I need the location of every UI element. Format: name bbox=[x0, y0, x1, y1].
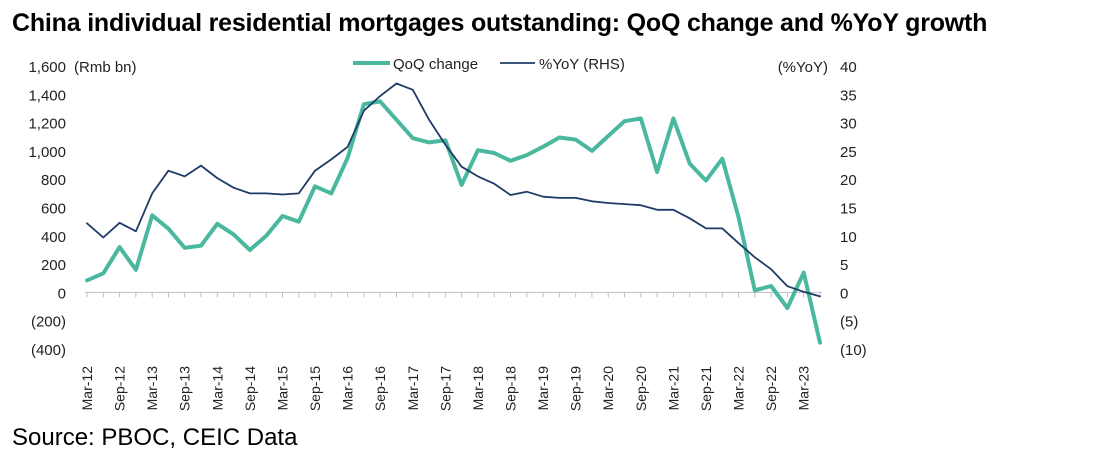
yoy-growth-line bbox=[86, 82, 821, 298]
x-tick-label: Mar-15 bbox=[274, 366, 290, 411]
x-tick-label: Sep-16 bbox=[372, 366, 388, 411]
left-axis-label: (Rmb bn) bbox=[74, 59, 137, 76]
left-tick-label: 0 bbox=[58, 285, 66, 302]
x-tick-label: Sep-20 bbox=[633, 366, 649, 411]
right-tick-label: 20 bbox=[840, 172, 857, 189]
x-tick-label: Sep-22 bbox=[763, 366, 779, 411]
right-tick-label: (10) bbox=[840, 342, 867, 359]
left-tick-label: 1,600 bbox=[28, 59, 66, 76]
x-tick-label: Mar-20 bbox=[600, 366, 616, 411]
left-tick-label: 1,400 bbox=[28, 87, 66, 104]
legend-label-qoq: QoQ change bbox=[393, 56, 478, 73]
left-tick-label: (200) bbox=[31, 314, 66, 331]
left-tick-label: 1,200 bbox=[28, 116, 66, 133]
x-axis: Mar-12 Sep-12 Mar-13 Sep-13 Mar-14 Sep-14 Mar-… bbox=[79, 291, 822, 411]
right-tick-label: 15 bbox=[840, 201, 857, 218]
x-tick-label: Mar-22 bbox=[731, 366, 747, 411]
legend-label-yoy: %YoY (RHS) bbox=[539, 56, 625, 73]
left-tick-label: 200 bbox=[41, 257, 66, 274]
x-tick-label: Mar-21 bbox=[665, 366, 681, 411]
qoq-change-line bbox=[85, 99, 822, 345]
x-tick-label: Mar-19 bbox=[535, 366, 551, 411]
right-tick-label: (5) bbox=[840, 314, 858, 331]
right-tick-label: 5 bbox=[840, 257, 848, 274]
x-tick-label: Mar-23 bbox=[796, 366, 812, 411]
x-tick-label: Mar-12 bbox=[79, 366, 95, 411]
right-tick-label: 0 bbox=[840, 285, 848, 302]
right-tick-label: 30 bbox=[840, 116, 857, 133]
source-note: Source: PBOC, CEIC Data bbox=[12, 424, 298, 451]
left-tick-label: 1,000 bbox=[28, 144, 66, 161]
right-tick-label: 35 bbox=[840, 87, 857, 104]
right-tick-label: 25 bbox=[840, 144, 857, 161]
series-layer bbox=[85, 82, 822, 345]
x-tick-label: Sep-17 bbox=[437, 366, 453, 411]
x-tick-label: Sep-21 bbox=[698, 366, 714, 411]
right-axis-label: (%YoY) bbox=[778, 59, 828, 76]
left-tick-label: 800 bbox=[41, 172, 66, 189]
x-tick-label: Mar-13 bbox=[144, 366, 160, 411]
x-tick-label: Mar-14 bbox=[209, 366, 225, 411]
legend: QoQ change %YoY (RHS) bbox=[353, 56, 625, 73]
left-tick-label: 400 bbox=[41, 229, 66, 246]
x-tick-label: Sep-18 bbox=[503, 366, 519, 411]
x-tick-label: Sep-12 bbox=[112, 366, 128, 411]
x-tick-label: Mar-17 bbox=[405, 366, 421, 411]
right-axis: 40 35 30 25 20 15 10 5 0 (5) (10) (%YoY) bbox=[778, 59, 867, 359]
right-tick-label: 40 bbox=[840, 59, 857, 76]
left-axis: 1,600 1,400 1,200 1,000 800 600 400 200 0 (200) (4… bbox=[28, 59, 136, 359]
x-tick-label: Sep-13 bbox=[177, 366, 193, 411]
x-tick-label: Mar-18 bbox=[470, 366, 486, 411]
left-tick-label: 600 bbox=[41, 201, 66, 218]
x-tick-label: Sep-19 bbox=[568, 366, 584, 411]
chart-canvas: 1,6001,4001,2001,0008006004002000(200)(4… bbox=[28, 56, 867, 411]
left-tick-label: (400) bbox=[31, 342, 66, 359]
chart-title: China individual residential mortgages o… bbox=[12, 9, 988, 37]
x-tick-label: Mar-16 bbox=[340, 366, 356, 411]
x-tick-label: Sep-14 bbox=[242, 366, 258, 411]
right-tick-label: 10 bbox=[840, 229, 857, 246]
x-tick-label: Sep-15 bbox=[307, 366, 323, 411]
